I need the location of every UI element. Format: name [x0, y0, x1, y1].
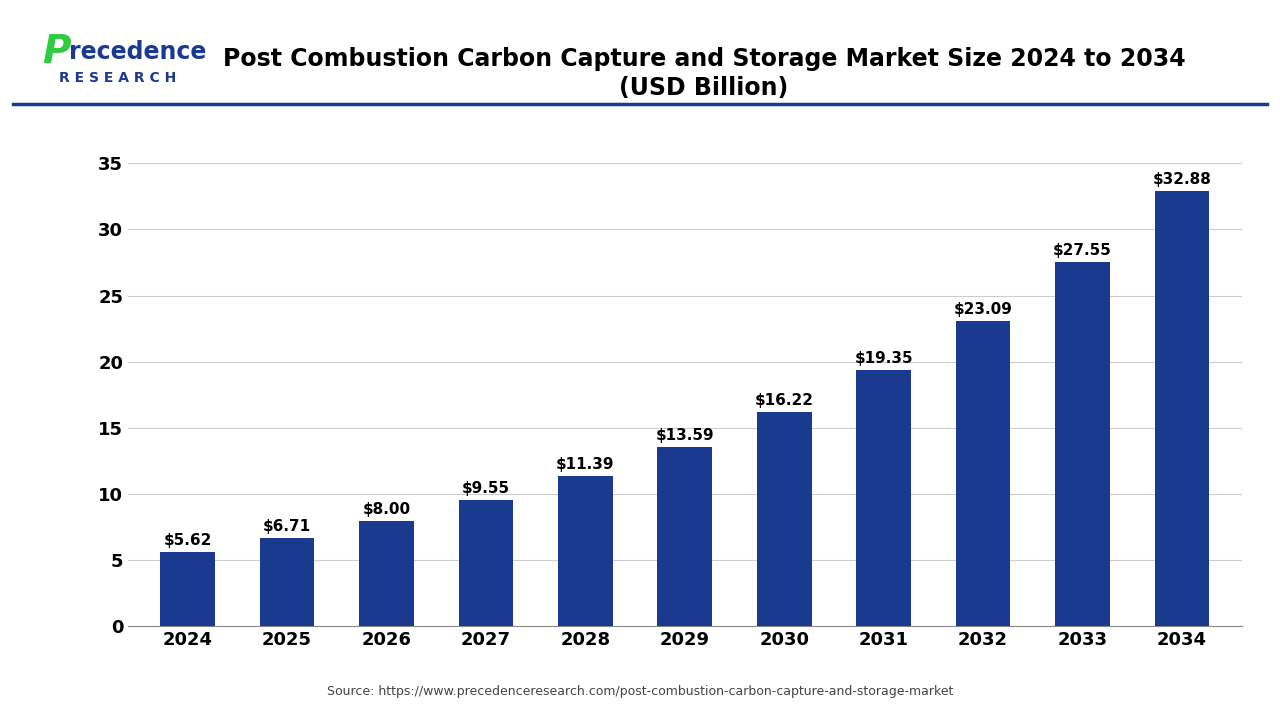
Text: Post Combustion Carbon Capture and Storage Market Size 2024 to 2034: Post Combustion Carbon Capture and Stora… — [223, 47, 1185, 71]
Bar — [956, 321, 1010, 626]
Text: $5.62: $5.62 — [164, 533, 212, 548]
Text: $32.88: $32.88 — [1152, 172, 1211, 187]
Bar — [360, 521, 413, 626]
Text: $27.55: $27.55 — [1053, 243, 1112, 258]
Bar — [658, 446, 712, 626]
Text: $23.09: $23.09 — [954, 302, 1012, 317]
Bar — [1155, 192, 1210, 626]
Text: $8.00: $8.00 — [362, 502, 411, 516]
Bar — [260, 538, 315, 626]
Bar — [1055, 262, 1110, 626]
Text: P: P — [42, 33, 70, 71]
Text: (USD Billion): (USD Billion) — [620, 76, 788, 100]
Text: $13.59: $13.59 — [655, 428, 714, 443]
Text: $9.55: $9.55 — [462, 481, 509, 496]
Text: Source: https://www.precedenceresearch.com/post-combustion-carbon-capture-and-st: Source: https://www.precedenceresearch.c… — [326, 685, 954, 698]
Bar — [458, 500, 513, 626]
Text: R E S E A R C H: R E S E A R C H — [59, 71, 177, 85]
Bar — [856, 370, 911, 626]
Text: $11.39: $11.39 — [556, 456, 614, 472]
Text: $16.22: $16.22 — [755, 393, 814, 408]
Text: $6.71: $6.71 — [262, 518, 311, 534]
Text: $19.35: $19.35 — [854, 351, 913, 366]
Bar — [558, 476, 613, 626]
Text: recedence: recedence — [69, 40, 206, 64]
Bar — [756, 412, 812, 626]
Bar — [160, 552, 215, 626]
